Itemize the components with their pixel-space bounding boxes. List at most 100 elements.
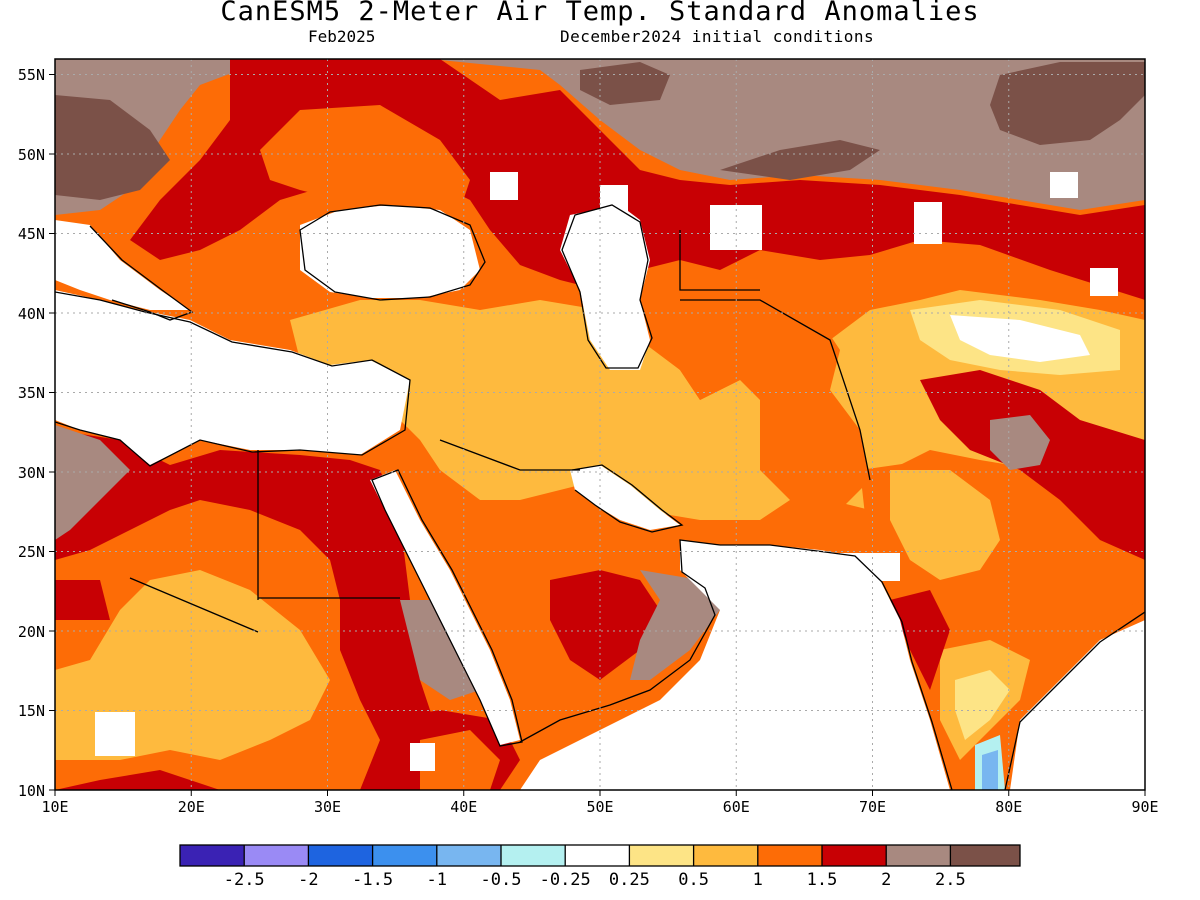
mask-box (1050, 172, 1078, 198)
field-orange-ukraine (260, 105, 470, 210)
lat-tick-label: 15N (18, 702, 45, 720)
colorbar-swatch (950, 845, 1020, 866)
coast-red-sea (371, 469, 523, 747)
mask-box (914, 202, 942, 244)
lon-tick-label: 30E (314, 798, 341, 816)
anomaly-fields (55, 59, 1145, 790)
field-yellow-deccan (955, 670, 1010, 740)
field-darkbrown-russia (580, 62, 670, 105)
border-libya-chad (129, 577, 259, 633)
colorbar-swatch (822, 845, 887, 866)
colorbar-label: -0.25 (540, 870, 591, 890)
coast-black-sea (299, 204, 486, 301)
field-north-brown (55, 59, 1145, 215)
colorbar-swatch (372, 845, 437, 866)
field-white-italy (55, 220, 190, 310)
field-darkbrown-kazakh (720, 140, 880, 180)
colorbar: -2.5 -2 -1.5 -1 -0.5 -0.25 0.25 0.5 1 1.… (179, 844, 1021, 890)
map-title: CanESM5 2-Meter Air Temp. Standard Anoma… (220, 0, 980, 27)
lon-tick-label: 40E (450, 798, 477, 816)
colorbar-label: 0.5 (678, 870, 709, 890)
colorbar-swatch (886, 845, 951, 866)
field-white-bengal (1010, 620, 1145, 790)
lat-tick-label: 25N (18, 543, 45, 561)
field-orange-somalia (420, 730, 500, 790)
colorbar-swatch (244, 845, 309, 866)
coast-persian-gulf (571, 464, 684, 533)
field-darkbrown-europe (55, 95, 170, 200)
field-white-mediterranean (55, 290, 410, 465)
lat-tick-label: 10N (18, 782, 45, 800)
field-brown-yemen (630, 570, 720, 680)
coast-italy (89, 225, 194, 321)
field-white-gulf (570, 465, 680, 530)
colorbar-label: -0.5 (481, 870, 522, 890)
coast-india-east (1004, 611, 1145, 790)
colorbar-label: 1 (753, 870, 763, 890)
lat-tick-label: 30N (18, 464, 45, 482)
mask-box (600, 185, 628, 215)
field-orange-iran (640, 300, 840, 420)
field-brown-eritrea (400, 600, 480, 700)
colorbar-label: -2.5 (224, 870, 265, 890)
lat-tick-label: 45N (18, 225, 45, 243)
valid-month-label: Feb2025 (308, 27, 376, 46)
mask-box (840, 553, 900, 581)
lat-tick-label: 20N (18, 623, 45, 641)
mask-box (490, 172, 518, 200)
colorbar-swatch (757, 845, 822, 866)
lon-tick-label: 10E (41, 798, 68, 816)
colorbar-label: 2.5 (935, 870, 966, 890)
border-kazakh (679, 230, 760, 291)
field-darkbrown-mongolia (990, 62, 1145, 145)
coast-mediterranean (55, 291, 411, 467)
field-red-arabia (550, 570, 660, 680)
y-tick-marks (49, 74, 55, 791)
x-axis-labels: 10E 20E 30E 40E 50E 60E 70E 80E 90E (41, 798, 1158, 816)
y-axis-labels: 10N 15N 20N 25N 30N 35N 40N 45N 50N 55N (18, 66, 45, 800)
field-brown-libya (55, 425, 130, 540)
colorbar-swatch (693, 845, 758, 866)
coast-india-west (720, 544, 953, 790)
colorbar-swatch (501, 845, 566, 866)
field-lightorange-india (890, 470, 1000, 580)
lon-tick-label: 20E (178, 798, 205, 816)
colorbar-swatch (308, 845, 373, 866)
colorbar-label: -1.5 (352, 870, 393, 890)
field-white-blacksea (300, 205, 480, 298)
colorbar-swatch (565, 845, 630, 866)
gridlines (55, 59, 1145, 790)
coast-arabia-south (519, 539, 721, 743)
coastlines (55, 204, 1145, 790)
field-white-caspian (560, 205, 650, 370)
field-brown-tibet (990, 415, 1050, 470)
lon-tick-label: 80E (995, 798, 1022, 816)
coast-caspian (561, 204, 653, 369)
mask-box (1090, 268, 1118, 296)
lat-tick-label: 55N (18, 66, 45, 84)
lat-tick-label: 35N (18, 384, 45, 402)
colorbar-label: 2 (881, 870, 891, 890)
field-white-arabiansea (520, 540, 950, 790)
init-conditions-label: December2024 initial conditions (560, 27, 875, 46)
field-white-redsea (370, 470, 520, 745)
colorbar-label: 1.5 (807, 870, 838, 890)
mask-box (95, 712, 135, 756)
mask-box (410, 743, 435, 771)
border-iran (680, 299, 871, 481)
colorbar-label: -1 (427, 870, 447, 890)
lat-tick-label: 50N (18, 146, 45, 164)
lon-tick-label: 50E (586, 798, 613, 816)
colorbar-label: -2 (298, 870, 318, 890)
lon-tick-label: 70E (859, 798, 886, 816)
colorbar-swatch (180, 845, 245, 866)
lat-tick-label: 40N (18, 305, 45, 323)
field-blue-ceylon (982, 750, 998, 790)
colorbar-swatch (629, 845, 694, 866)
field-red-libya-west (55, 580, 110, 620)
x-tick-marks (54, 790, 1146, 796)
colorbar-swatch (436, 845, 501, 866)
field-red-india-west (890, 590, 950, 690)
field-orange-pakistan (760, 390, 870, 510)
